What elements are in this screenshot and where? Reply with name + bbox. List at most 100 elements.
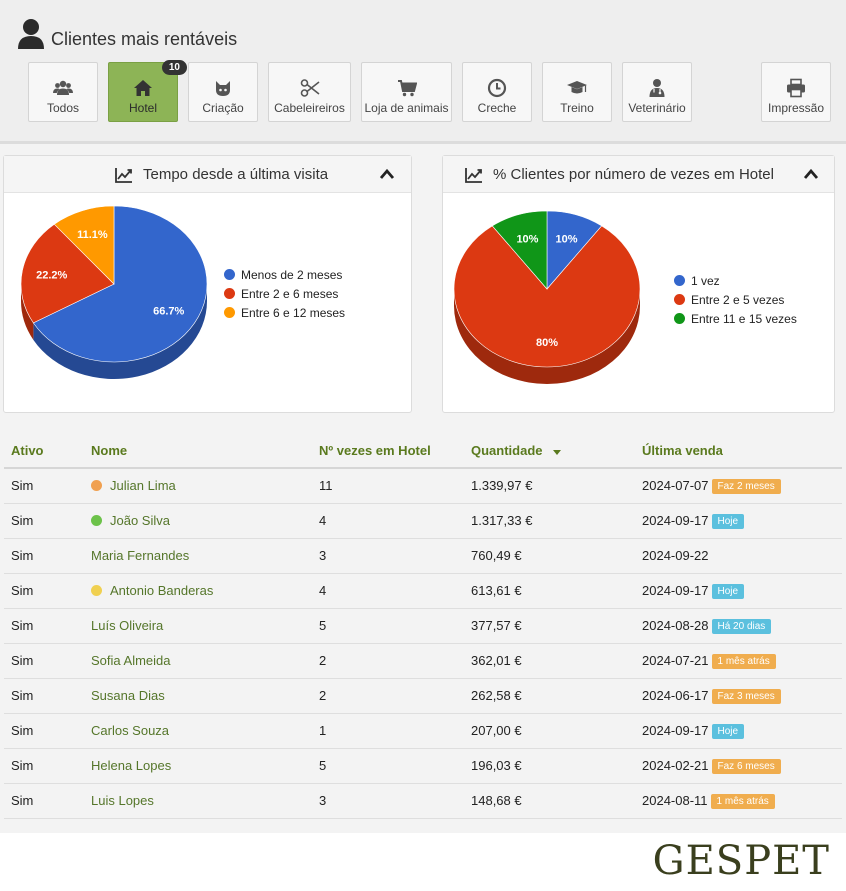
table-row[interactable]: Sim Julian Lima 11 1.339,97 €2024-07-07 Faz … — [4, 468, 842, 504]
cell-nome[interactable]: Antonio Banderas — [84, 573, 312, 609]
cell-ultima-venda: 2024-09-22 — [635, 538, 842, 574]
cell-ativo: Sim — [4, 468, 84, 504]
client-name-link[interactable]: Susana Dias — [91, 688, 165, 703]
pie-slice[interactable] — [491, 210, 548, 290]
time-badge: Faz 6 meses — [711, 758, 781, 774]
tab-criacao[interactable]: Criação — [188, 62, 258, 122]
cell-nome[interactable]: João Silva — [84, 503, 312, 539]
col-ativo[interactable]: Ativo — [4, 433, 84, 469]
pie-slice-side — [454, 289, 640, 384]
cell-nome[interactable]: Sofia Almeida — [84, 643, 312, 679]
client-name-link[interactable]: Sofia Almeida — [91, 653, 171, 668]
chart-panel-last-visit: Tempo desde a última visita 66.7% 22.2% 11… — [3, 155, 412, 413]
table-row[interactable]: Sim Maria Fernandes 3 760,49 € 2024-09-22 — [4, 538, 842, 574]
legend-label: Entre 6 e 12 meses — [241, 305, 346, 320]
cell-nome[interactable]: Carlos Souza — [84, 713, 312, 749]
collapse-icon[interactable] — [803, 167, 819, 181]
cell-vezes: 2 — [312, 678, 464, 714]
tab-cabeleireiros[interactable]: Cabeleireiros — [268, 62, 351, 122]
cell-ativo: Sim — [4, 538, 84, 574]
col-quantidade-label: Quantidade — [471, 442, 543, 458]
cell-ultima-venda: 2024-02-21 Faz 6 meses — [635, 748, 842, 784]
cell-vezes: 4 — [312, 573, 464, 609]
table-row[interactable]: Sim Susana Dias 2 262,58 €2024-06-17 Faz 3 m… — [4, 678, 842, 714]
client-name-link[interactable]: Julian Lima — [110, 478, 176, 494]
print-button[interactable]: Impressão — [761, 62, 831, 122]
legend-item: Menos de 2 meses — [224, 265, 345, 284]
tab-treino[interactable]: Treino — [542, 62, 612, 122]
time-badge: Hoje — [711, 583, 745, 599]
cell-quantidade: 613,61 € — [464, 573, 635, 609]
tab-label: Treino — [560, 101, 594, 115]
col-quantidade[interactable]: Quantidade — [464, 433, 635, 469]
cell-nome[interactable]: Susana Dias — [84, 678, 312, 714]
table-row[interactable]: Sim Sofia Almeida 2 362,01 €2024-07-21 1 mês… — [4, 643, 842, 679]
pie-slice[interactable] — [53, 205, 115, 285]
pie-slice[interactable] — [20, 223, 115, 324]
cell-quantidade: 196,03 € — [464, 748, 635, 784]
col-ultima-venda[interactable]: Última venda — [635, 433, 842, 469]
tab-hotel[interactable]: 10 Hotel — [108, 60, 187, 122]
doctor-icon — [623, 78, 691, 98]
panel-title: % Clientes por número de vezes em Hotel — [493, 166, 774, 183]
status-dot — [91, 515, 102, 526]
legend-item: Entre 6 e 12 meses — [224, 303, 345, 322]
table-row[interactable]: Sim Helena Lopes 5 196,03 €2024-02-21 Faz 6 … — [4, 748, 842, 784]
legend-item: Entre 2 e 6 meses — [224, 284, 345, 303]
client-name-link[interactable]: Helena Lopes — [91, 758, 172, 773]
cell-nome[interactable]: Julian Lima — [84, 468, 312, 504]
pie-slice[interactable] — [453, 225, 641, 368]
pie-slice-label: 10% — [516, 234, 538, 246]
legend-swatch — [224, 269, 235, 280]
last-sale-date: 2024-08-28 — [642, 617, 709, 633]
client-name-link[interactable]: Luís Oliveira — [91, 618, 164, 633]
pie-chart-hotel-visits: 10% 80% 10% — [453, 210, 641, 384]
scissors-icon — [269, 78, 350, 98]
table-row[interactable]: Sim Carlos Souza 1 207,00 €2024-09-17 Hoje — [4, 713, 842, 749]
tab-creche[interactable]: Creche — [462, 62, 532, 122]
table-row[interactable]: Sim Antonio Banderas 4 613,61 €2024-09-17 Ho… — [4, 573, 842, 609]
cell-ultima-venda: 2024-06-17 Faz 3 meses — [635, 678, 842, 714]
cell-vezes: 3 — [312, 538, 464, 574]
client-name-link[interactable]: Carlos Souza — [91, 723, 170, 738]
last-sale-date: 2024-02-21 — [642, 757, 709, 773]
cell-ultima-venda: 2024-07-07 Faz 2 meses — [635, 468, 842, 504]
col-vezes[interactable]: Nº vezes em Hotel — [312, 433, 464, 469]
cell-nome[interactable]: Helena Lopes — [84, 748, 312, 784]
time-badge: 1 mês atrás — [710, 793, 775, 809]
tab-veterinario[interactable]: Veterinário — [622, 62, 692, 122]
status-dot — [91, 480, 102, 492]
last-sale-date: 2024-09-17 — [642, 722, 709, 738]
tab-label: Loja de animais — [364, 101, 449, 115]
table-row[interactable]: Sim João Silva 4 1.317,33 €2024-09-17 Hoje — [4, 503, 842, 539]
table-header-row: Ativo Nome Nº vezes em Hotel Quantidade … — [4, 433, 842, 469]
tab-loja-de-animais[interactable]: Loja de animais — [361, 62, 452, 122]
client-name-link[interactable]: Luis Lopes — [91, 793, 154, 808]
cell-quantidade: 362,01 € — [464, 643, 635, 679]
tab-todos[interactable]: Todos — [28, 62, 98, 122]
legend-item: Entre 11 e 15 vezes — [674, 309, 797, 328]
pie-chart: 10% 80% 10% — [453, 210, 641, 384]
pie-chart: 66.7% 22.2% 11.1% — [20, 205, 208, 379]
pie-slice[interactable] — [32, 205, 208, 363]
pie-slice-side — [33, 284, 207, 379]
cell-ativo: Sim — [4, 608, 84, 644]
last-sale-date: 2024-07-21 — [642, 652, 709, 668]
client-name-link[interactable]: Maria Fernandes — [91, 548, 190, 563]
legend: Menos de 2 meses Entre 2 e 6 meses Entre… — [224, 265, 345, 322]
table-row[interactable]: Sim Luis Lopes 3 148,68 €2024-08-11 1 mês at… — [4, 783, 842, 819]
col-nome[interactable]: Nome — [84, 433, 312, 469]
client-name-link[interactable]: Antonio Banderas — [110, 583, 214, 598]
client-name-link[interactable]: João Silva — [110, 513, 170, 528]
cell-quantidade: 262,58 € — [464, 678, 635, 714]
cell-nome[interactable]: Maria Fernandes — [84, 538, 312, 574]
cell-nome[interactable]: Luís Oliveira — [84, 608, 312, 644]
line-chart-icon — [465, 167, 483, 183]
table-row[interactable]: Sim Luís Oliveira 5 377,57 €2024-08-28 Há 20… — [4, 608, 842, 644]
legend-swatch — [674, 313, 685, 324]
cell-nome[interactable]: Luis Lopes — [84, 783, 312, 819]
cell-ultima-venda: 2024-08-11 1 mês atrás — [635, 783, 842, 819]
time-badge: Hoje — [711, 723, 745, 739]
collapse-icon[interactable] — [379, 167, 395, 181]
cell-ativo: Sim — [4, 678, 84, 714]
